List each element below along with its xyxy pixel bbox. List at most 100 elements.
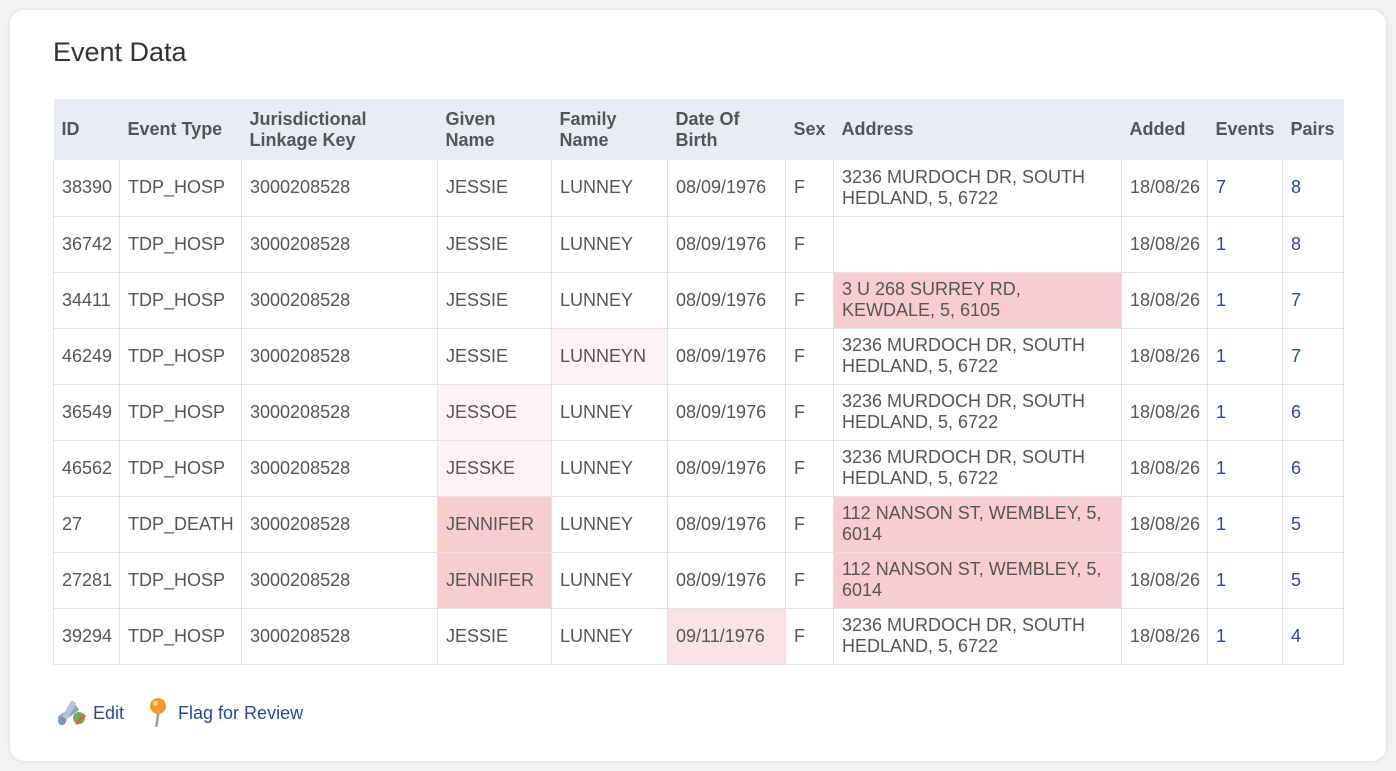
address-line: HEDLAND, 5, 6722: [842, 636, 999, 656]
sex-cell-text: F: [794, 569, 805, 590]
dob-cell-text: 08/09/1976: [676, 457, 767, 478]
table-row: 27 TDP_DEATH 3000208528 JENNIFER LUNNEY 08/09…: [53, 495, 1344, 553]
given-name-cell: JENNIFER: [437, 495, 552, 553]
linkage-key-cell: 3000208528: [241, 271, 438, 329]
events-link-text[interactable]: 1: [1216, 569, 1227, 590]
events-link-text[interactable]: 1: [1216, 289, 1227, 310]
dob-cell-text: 08/09/1976: [676, 401, 767, 422]
table-row: 46249 TDP_HOSP 3000208528 JESSIE LUNNEYN 08/0…: [53, 327, 1344, 385]
column-header-label: Sex: [793, 119, 826, 139]
event-type-cell-text: TDP_DEATH: [128, 513, 234, 534]
id-cell-text: 46562: [62, 457, 113, 478]
pairs-link[interactable]: 8: [1282, 160, 1344, 217]
linkage-key-cell: 3000208528: [241, 215, 438, 273]
sex-cell-text: F: [794, 177, 805, 198]
family-name-cell: LUNNEY: [551, 271, 668, 329]
sex-cell: F: [785, 160, 834, 217]
pairs-link-text[interactable]: 7: [1291, 289, 1302, 310]
family-name-cell-text: LUNNEY: [560, 233, 634, 254]
added-cell: 18/08/26: [1121, 327, 1208, 385]
pairs-link-text[interactable]: 4: [1291, 625, 1302, 646]
events-link[interactable]: 1: [1207, 495, 1283, 553]
events-link[interactable]: 7: [1207, 160, 1283, 217]
family-name-cell-text: LUNNEY: [560, 625, 634, 646]
given-name-cell-text: JESSIE: [446, 177, 509, 198]
events-link-text[interactable]: 1: [1216, 233, 1227, 254]
pairs-link[interactable]: 7: [1282, 327, 1344, 385]
linkage-key-cell-text: 3000208528: [250, 401, 351, 422]
events-link-text[interactable]: 1: [1216, 513, 1227, 534]
given-name-cell-text: JESSKE: [446, 457, 516, 478]
pairs-link-text[interactable]: 7: [1291, 345, 1302, 366]
linkage-key-cell-text: 3000208528: [250, 233, 351, 254]
pairs-link-text[interactable]: 8: [1291, 233, 1302, 254]
event-type-cell-text: TDP_HOSP: [128, 345, 226, 366]
dob-cell-text: 09/11/1976: [676, 625, 765, 646]
address-cell: 112 NANSON ST, WEMBLEY, 5, 6014: [833, 495, 1122, 553]
pairs-link[interactable]: 8: [1282, 215, 1344, 273]
family-name-cell: LUNNEY: [551, 551, 668, 609]
dob-cell: 08/09/1976: [667, 271, 786, 329]
events-link[interactable]: 1: [1207, 439, 1283, 497]
column-header-label: Name: [445, 129, 495, 150]
events-link[interactable]: 1: [1207, 607, 1283, 665]
pairs-link[interactable]: 5: [1282, 551, 1344, 609]
column-header-label: Added: [1129, 119, 1186, 139]
sex-cell: F: [785, 607, 834, 665]
pairs-link-text[interactable]: 6: [1291, 401, 1302, 422]
pairs-link-text[interactable]: 6: [1291, 457, 1302, 478]
events-link[interactable]: 1: [1207, 327, 1283, 385]
family-name-cell: LUNNEY: [551, 495, 668, 553]
table-row: 34411 TDP_HOSP 3000208528 JESSIE LUNNEY 08/09…: [53, 271, 1344, 329]
events-link[interactable]: 1: [1207, 383, 1283, 441]
events-link[interactable]: 1: [1207, 215, 1283, 273]
added-cell-text: 18/08/26: [1130, 401, 1201, 422]
pairs-link-text[interactable]: 5: [1291, 513, 1302, 534]
added-cell: 18/08/26: [1121, 271, 1208, 329]
pairs-link[interactable]: 6: [1282, 383, 1344, 441]
pairs-link-text[interactable]: 5: [1291, 569, 1302, 590]
address-cell: 3236 MURDOCH DR, SOUTH HEDLAND, 5, 6722: [833, 327, 1122, 385]
family-name-cell-text: LUNNEY: [560, 569, 634, 590]
linkage-key-cell: 3000208528: [241, 495, 438, 553]
events-link-text[interactable]: 1: [1216, 625, 1227, 646]
event-type-cell: TDP_HOSP: [119, 383, 242, 441]
id-cell: 46249: [53, 327, 120, 385]
address-line: 3236 MURDOCH DR, SOUTH: [842, 391, 1086, 411]
sex-cell-text: F: [794, 401, 805, 422]
linkage-key-cell: 3000208528: [241, 327, 438, 385]
event-type-cell: TDP_HOSP: [119, 271, 242, 329]
id-cell-text: 27: [62, 513, 83, 534]
events-link-text[interactable]: 1: [1216, 345, 1227, 366]
pairs-link[interactable]: 5: [1282, 495, 1344, 553]
family-name-cell: LUNNEY: [551, 383, 668, 441]
column-header: Family Name: [551, 99, 668, 160]
given-name-cell: JESSOE: [437, 383, 552, 441]
dob-cell: 08/09/1976: [667, 383, 786, 441]
linkage-key-cell-text: 3000208528: [250, 345, 351, 366]
given-name-cell: JESSIE: [437, 607, 552, 665]
events-link[interactable]: 1: [1207, 271, 1283, 329]
linkage-key-cell-text: 3000208528: [250, 569, 351, 590]
edit-button[interactable]: Edit: [53, 696, 124, 730]
added-cell-text: 18/08/26: [1130, 289, 1201, 310]
flag-for-review-button[interactable]: Flag for Review: [146, 696, 303, 730]
added-cell-text: 18/08/26: [1130, 513, 1201, 534]
pairs-link[interactable]: 7: [1282, 271, 1344, 329]
events-link-text[interactable]: 7: [1216, 177, 1227, 198]
events-link[interactable]: 1: [1207, 551, 1283, 609]
sex-cell-text: F: [794, 513, 805, 534]
pairs-link[interactable]: 6: [1282, 439, 1344, 497]
table-row: 39294 TDP_HOSP 3000208528 JESSIE LUNNEY 09/11…: [53, 607, 1344, 665]
family-name-cell: LUNNEY: [551, 215, 668, 273]
pairs-link[interactable]: 4: [1282, 607, 1344, 665]
dob-cell-text: 08/09/1976: [676, 233, 767, 254]
added-cell: 18/08/26: [1121, 495, 1208, 553]
dob-cell-text: 08/09/1976: [676, 513, 767, 534]
events-link-text[interactable]: 1: [1216, 457, 1227, 478]
added-cell: 18/08/26: [1121, 215, 1208, 273]
pairs-link-text[interactable]: 8: [1291, 177, 1302, 198]
events-link-text[interactable]: 1: [1216, 401, 1227, 422]
column-header: Added: [1121, 99, 1208, 160]
sex-cell: F: [785, 327, 834, 385]
